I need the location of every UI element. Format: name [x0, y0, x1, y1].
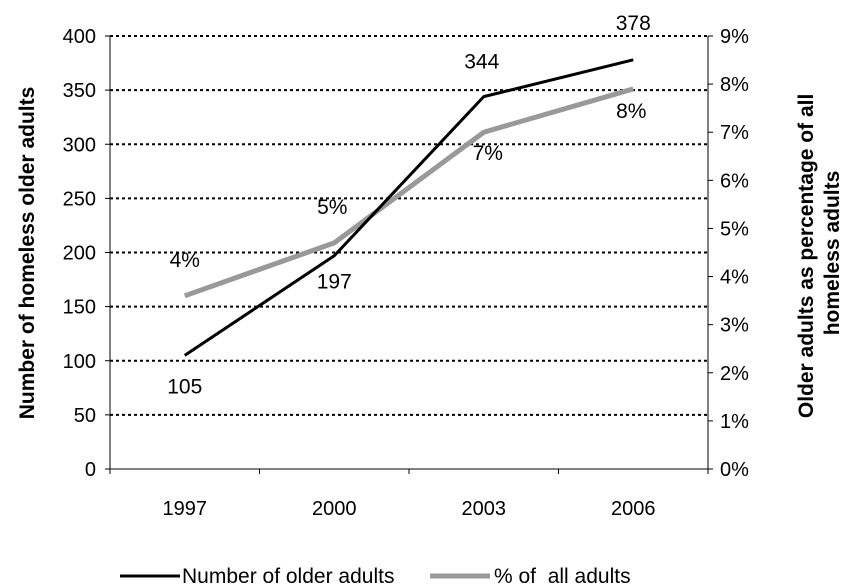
data-label-number-of-older-adults: 344: [464, 51, 499, 74]
data-label-number-of-older-adults: 197: [317, 271, 352, 294]
x-tick-label: 2006: [611, 498, 656, 520]
left-y-ticks: 0 50 100 150 200 250 300 350 400: [63, 26, 110, 481]
left-tick-label: 100: [63, 351, 96, 373]
right-axis-title: Older adults as percentage of all homele…: [795, 88, 844, 418]
left-tick-label: 50: [74, 405, 96, 427]
left-tick-label: 0: [85, 459, 96, 481]
legend: Number of older adults % of all adults: [120, 565, 631, 585]
right-tick-label: 6%: [720, 170, 749, 192]
data-label-percent-of-all-adults: 4%: [170, 249, 200, 272]
right-tick-label: 7%: [720, 122, 749, 144]
data-label-percent-of-all-adults: 7%: [473, 142, 503, 165]
right-tick-label: 9%: [720, 26, 749, 48]
data-labels: 105 197 344 378 4% 5% 7% 8%: [167, 12, 651, 399]
left-axis-title: Number of homeless older adults: [16, 87, 39, 420]
left-tick-label: 150: [63, 297, 96, 319]
right-tick-label: 8%: [720, 74, 749, 96]
series-lines: [183, 58, 634, 357]
left-tick-label: 200: [63, 243, 96, 265]
left-tick-label: 400: [63, 26, 96, 48]
right-axis-title-line-2: homeless adults: [821, 171, 844, 336]
left-tick-label: 250: [63, 188, 96, 210]
right-tick-label: 5%: [720, 218, 749, 240]
series-line-number-of-older-adults: [183, 58, 634, 357]
right-tick-label: 2%: [720, 363, 749, 385]
data-label-percent-of-all-adults: 8%: [616, 100, 646, 123]
right-axis-title-line-1: Older adults as percentage of all: [795, 94, 818, 418]
right-tick-label: 1%: [720, 411, 749, 433]
x-tick-label: 2000: [312, 498, 357, 520]
legend-label-percent-of-all-adults: % of all adults: [494, 565, 631, 585]
right-tick-label: 0%: [720, 459, 749, 481]
x-tick-label: 2003: [462, 498, 507, 520]
legend-label-number-of-older-adults: Number of older adults: [182, 565, 394, 585]
data-label-percent-of-all-adults: 5%: [317, 196, 347, 219]
right-tick-label: 3%: [720, 315, 749, 337]
right-tick-label: 4%: [720, 267, 749, 289]
gridlines: [110, 35, 708, 416]
right-y-ticks: 0% 1% 2% 3% 4% 5% 6% 7% 8% 9%: [708, 26, 749, 481]
x-ticks: 1997 2000 2003 2006: [109, 469, 709, 520]
series-line-percent-of-all-adults: [183, 86, 634, 299]
left-tick-label: 350: [63, 80, 96, 102]
x-tick-label: 1997: [163, 498, 208, 520]
left-tick-label: 300: [63, 134, 96, 156]
data-label-number-of-older-adults: 105: [167, 375, 202, 398]
data-label-number-of-older-adults: 378: [616, 12, 651, 35]
